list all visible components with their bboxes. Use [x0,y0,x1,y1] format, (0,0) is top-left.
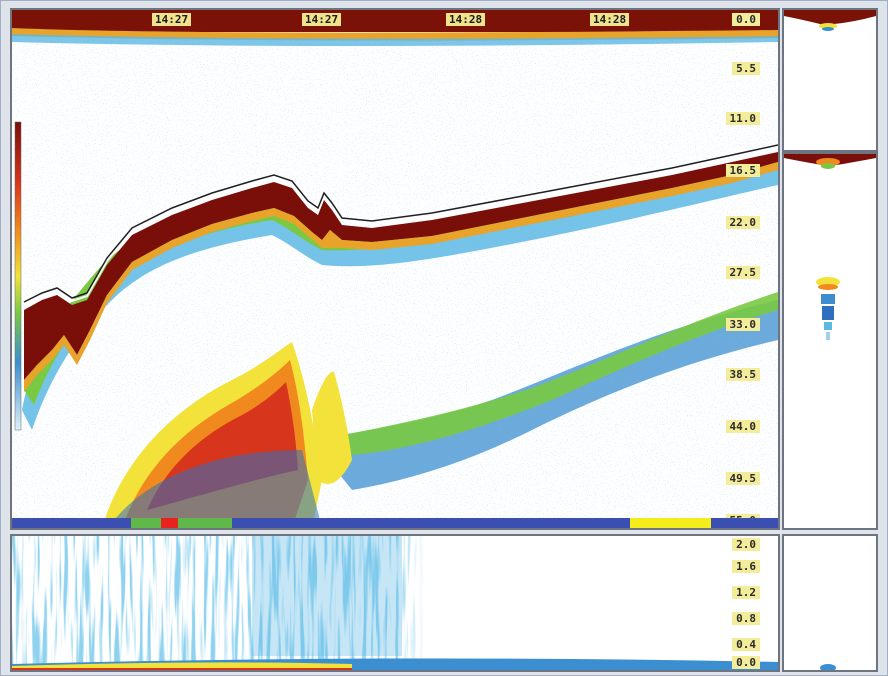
main-echogram-panel[interactable]: 14:27 14:27 14:28 14:28 0.0 5.5 11.0 16.… [10,8,780,530]
lower-echogram-panel[interactable]: 2.0 1.6 1.2 0.8 0.4 0.0 [10,534,780,672]
status-segment [630,518,711,528]
lower-label-5: 0.0 [732,656,760,669]
time-label-1: 14:27 [152,13,192,26]
color-scale-bar [14,121,22,431]
depth-label-8: 44.0 [725,420,760,433]
a-scope-surface-panel[interactable] [782,8,878,152]
echogram-canvas [12,10,778,528]
time-label-2: 14:27 [302,13,342,26]
status-segment [130,518,162,528]
lower-label-2: 1.2 [732,586,760,599]
depth-label-4: 22.0 [725,216,760,229]
depth-label-7: 38.5 [725,368,760,381]
depth-label-0: 0.0 [732,13,760,26]
lower-label-1: 1.6 [732,560,760,573]
lower-label-4: 0.4 [732,638,760,651]
surface-echo-band [12,10,778,32]
lower-dense-zone [252,536,402,656]
depth-label-6: 33.0 [725,318,760,331]
a-scope-bottom [784,154,876,340]
bottom-line-white [23,147,778,306]
depth-label-9: 49.5 [725,472,760,485]
depth-label-5: 27.5 [725,266,760,279]
status-segment [178,518,232,528]
a-scope-lower-panel[interactable] [782,534,878,672]
status-bar [12,518,778,528]
school-yellow-plume [312,371,352,484]
lower-streak-echoes [12,536,778,670]
school-green-layer [342,292,778,455]
a-scope-bottom-panel[interactable] [782,152,878,530]
depth-label-1: 5.5 [732,62,760,75]
time-label-3: 14:28 [446,13,486,26]
sea-bottom-echo [24,152,778,380]
lower-bottom-red [12,668,352,670]
bottom-line-black [23,144,778,303]
surface-echo-orange [12,28,778,41]
school-shadow-blue [108,450,322,528]
status-segment [231,518,631,528]
lower-echogram-canvas [12,536,778,670]
depth-label-3: 16.5 [725,164,760,177]
a-scope-lower [820,664,836,670]
status-segment [161,518,179,528]
status-segment [710,518,778,528]
bottom-echo-orange [24,162,778,392]
lower-label-3: 0.8 [732,612,760,625]
status-segment [12,518,131,528]
lower-label-0: 2.0 [732,538,760,551]
time-label-4: 14:28 [590,13,630,26]
a-scope-surface [784,10,876,31]
depth-label-2: 11.0 [725,112,760,125]
